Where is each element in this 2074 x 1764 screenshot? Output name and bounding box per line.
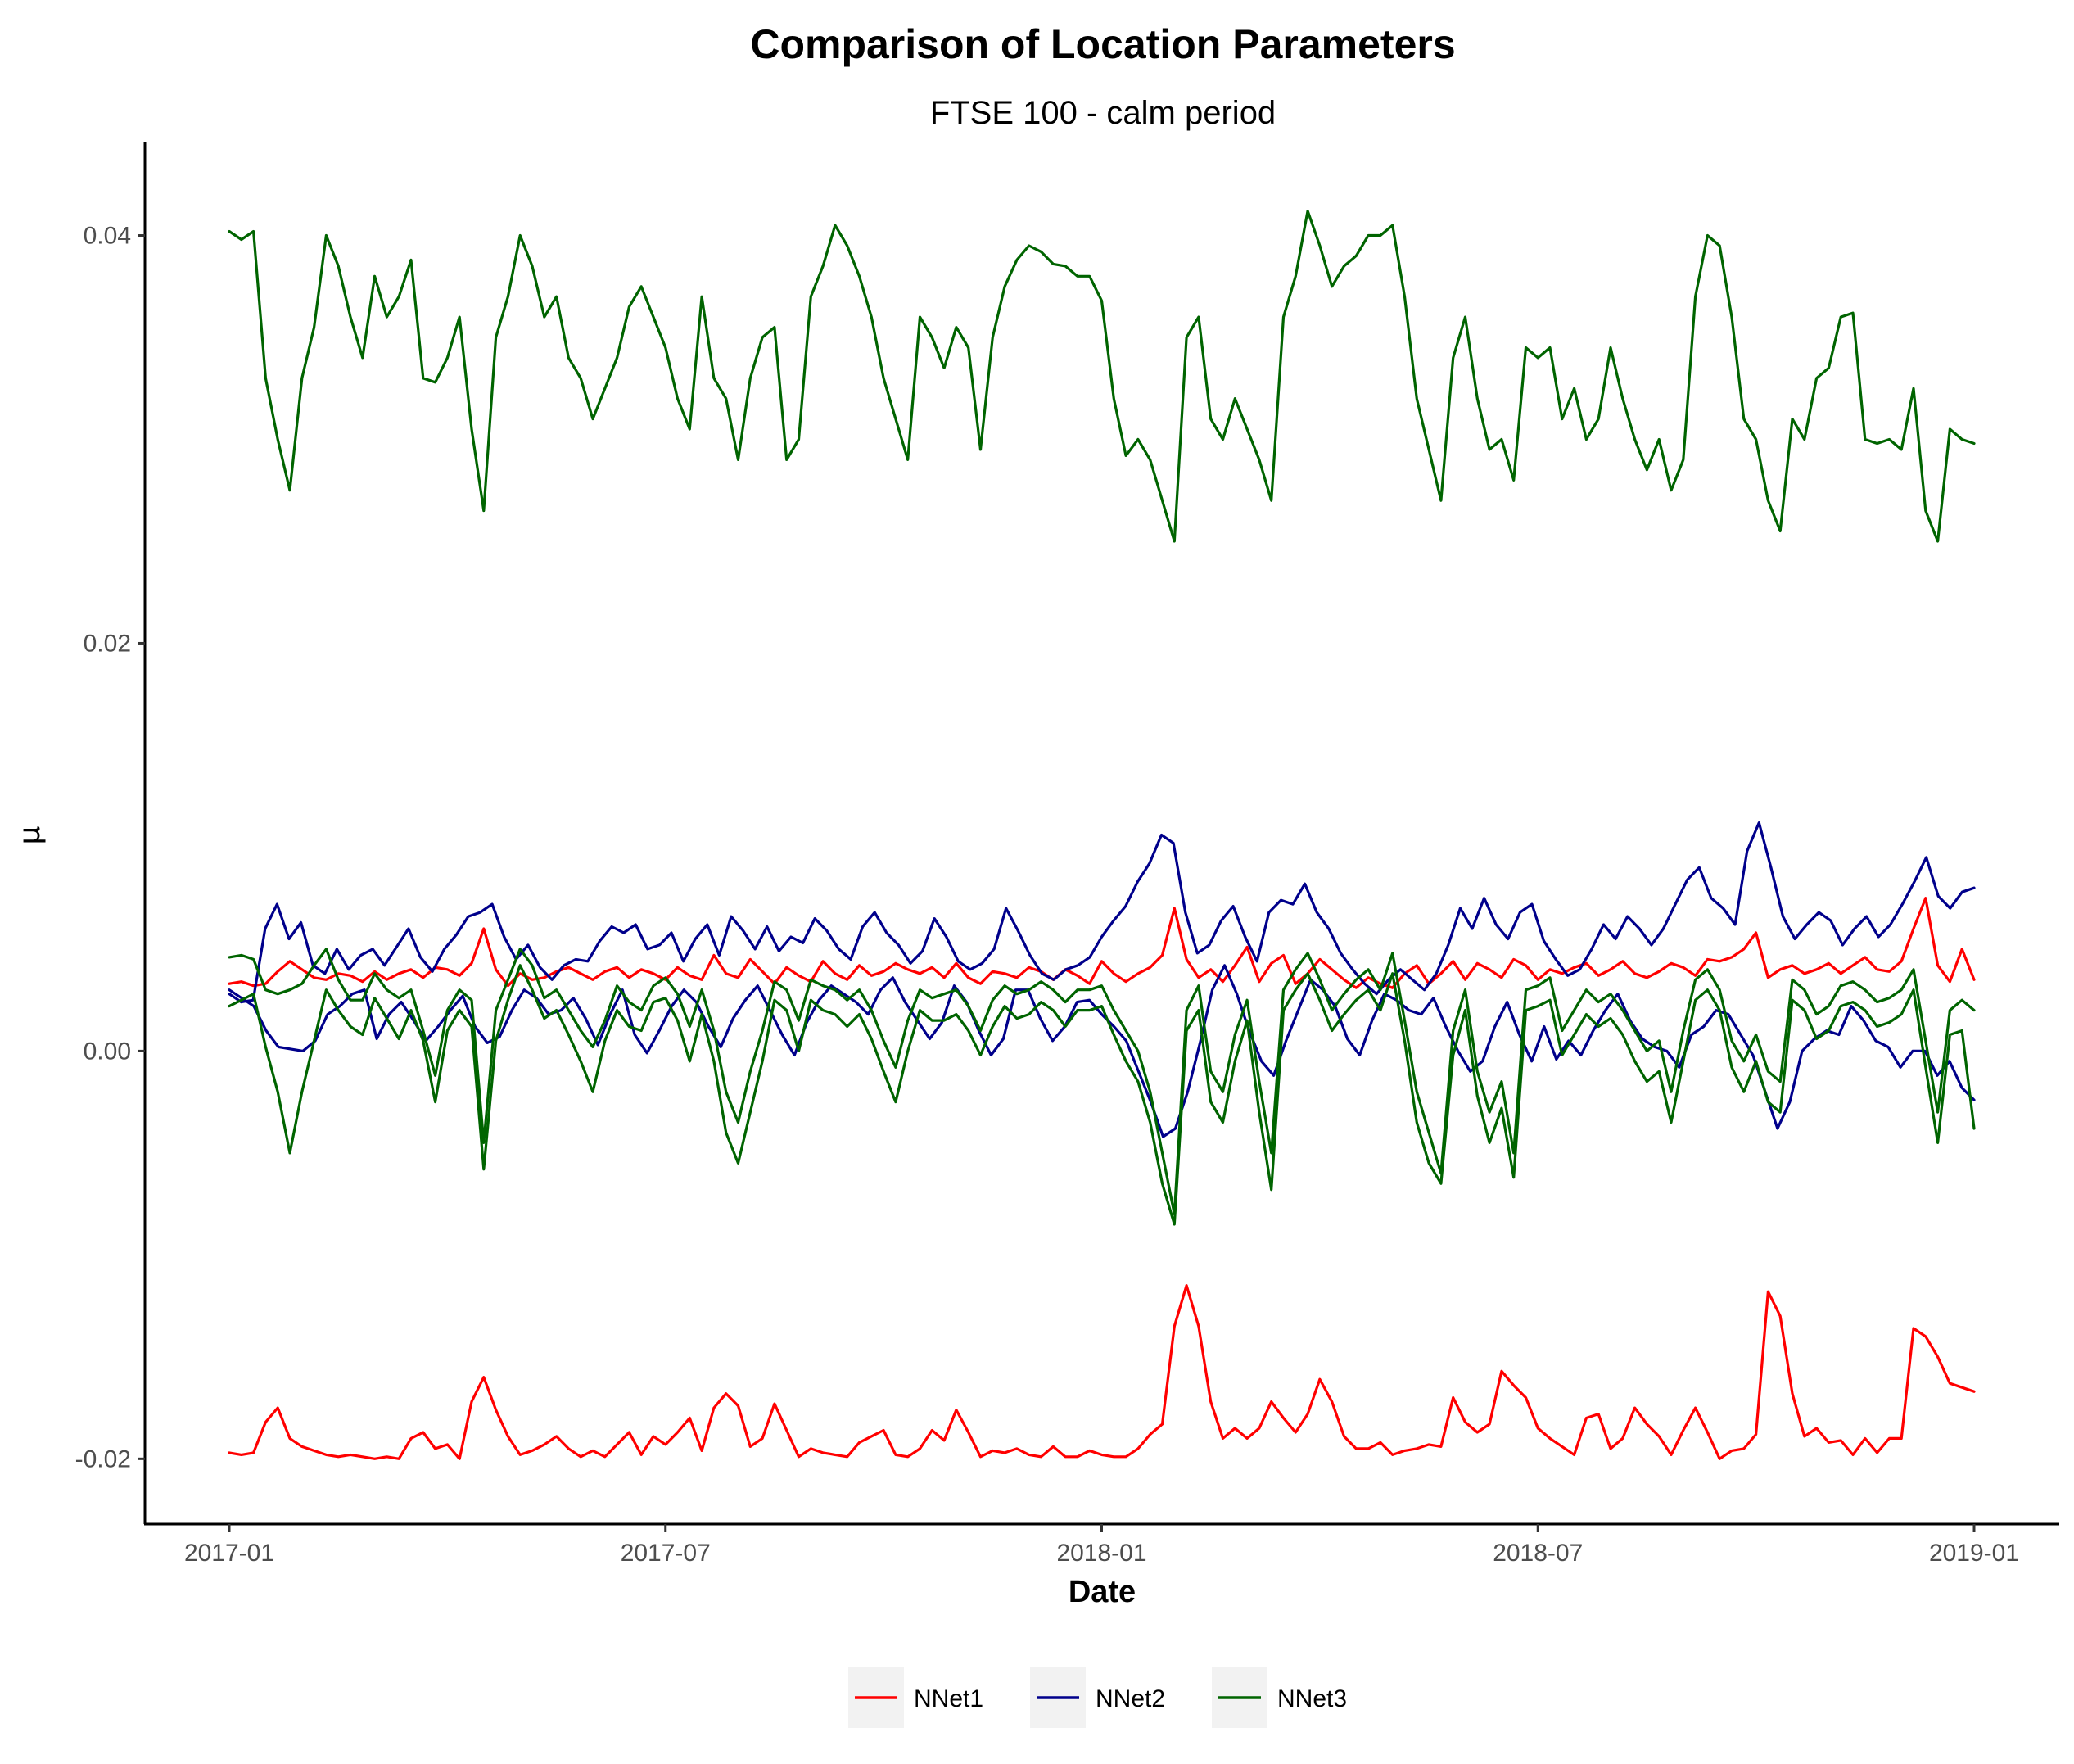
series-line-nnet3-low [228, 964, 1976, 1226]
y-tick-label: -0.02 [75, 1445, 131, 1472]
y-tick-label: 0.00 [84, 1038, 131, 1065]
y-axis-ticks: -0.02 0.00 0.02 0.04 [75, 223, 145, 1472]
chart-subtitle: FTSE 100 - calm period [930, 95, 1276, 131]
y-tick-label: 0.04 [84, 223, 131, 250]
x-tick-label: 2018-01 [1056, 1540, 1146, 1567]
x-tick-label: 2018-07 [1493, 1540, 1583, 1567]
y-axis-title: μ [13, 825, 47, 844]
x-axis-title: Date [1069, 1575, 1136, 1609]
legend-label-nnet2: NNet2 [1096, 1685, 1165, 1712]
series-line-nnet3-high [228, 210, 1976, 543]
series-layer [228, 210, 1976, 1460]
legend: NNet1 NNet2 NNet3 [848, 1667, 1347, 1728]
x-tick-label: 2017-01 [184, 1540, 274, 1567]
series-line-nnet1-low [228, 1284, 1976, 1460]
series-line-nnet3-mid [228, 948, 1976, 1216]
x-tick-label: 2019-01 [1929, 1540, 2019, 1567]
legend-label-nnet3: NNet3 [1277, 1685, 1347, 1712]
chart-title: Comparison of Location Parameters [750, 21, 1455, 67]
series-line-nnet2-high [228, 821, 1976, 1004]
x-tick-label: 2017-07 [621, 1540, 711, 1567]
x-axis-ticks: 2017-01 2017-07 2018-01 2018-07 2019-01 [184, 1524, 2019, 1567]
series-line-nnet1-mid [228, 897, 1976, 989]
legend-label-nnet1: NNet1 [914, 1685, 983, 1712]
y-tick-label: 0.02 [84, 630, 131, 657]
